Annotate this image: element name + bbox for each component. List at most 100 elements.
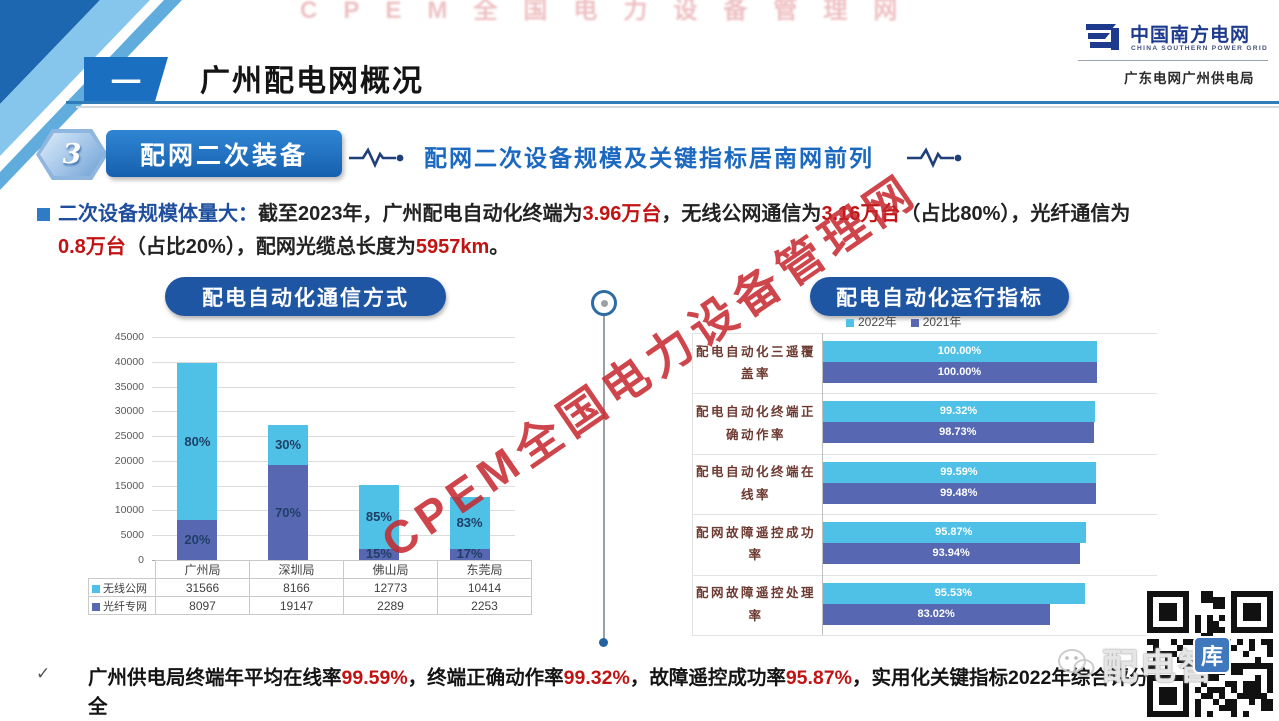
group-separator [692,333,1157,334]
summary-value: 99.59% [341,667,408,689]
intro-text: （占比80%），光纤通信为 [900,203,1131,225]
table-value-cell: 8097 [155,596,250,615]
y-axis-tick: 35000 [114,380,144,393]
h-bar-2021年 [822,482,1096,504]
h-bar-2021年 [822,603,1051,625]
h-bar-value: 98.73% [939,426,977,439]
bar-segment-fiber [449,548,490,560]
org-name: 广东电网广州供电局 [1124,71,1255,86]
summary-text: ，故障遥控成功率 [629,667,786,689]
page-title: 广州配电网概况 [200,65,424,98]
y-axis-tick: 10000 [114,504,144,517]
section-badge: 3 [40,133,104,176]
table-value-cell: 10414 [437,578,532,597]
section-headline: 配网二次设备规模及关键指标居南网前列 [424,145,874,171]
group-separator [692,574,1157,576]
table-header-cell: 东莞局 [437,560,532,579]
bar-segment-fiber [268,465,309,560]
brand-watermark: 配电智 [1056,638,1216,690]
section-number-box: 一 [84,57,168,103]
table-value-cell: 2253 [437,596,532,615]
divider-line [603,314,605,640]
y-axis-tick: 40000 [114,355,144,368]
pulse-icon [349,147,404,169]
pulse-icon [907,147,962,169]
brand-name-en: CHINA SOUTHERN POWER GRID [1131,45,1269,52]
grid-line [152,411,515,413]
table-value-cell: 2289 [343,596,438,615]
group-separator [692,453,1157,455]
grid-line [152,485,515,487]
intro-value: 3.16万台 [821,203,901,225]
intro-paragraph: 二次设备规模体量大：截至2023年，广州配电自动化终端为3.96万台，无线公网通… [58,198,1258,264]
h-bar-value: 95.53% [934,586,972,599]
h-bar-2022年 [822,582,1085,604]
summary-value: 99.32% [563,667,630,689]
category-label: 配网故障遥控处理率 [695,585,816,623]
bar-percent-label: 20% [184,531,211,547]
bullet-square [37,208,50,221]
qr-code [1147,591,1273,717]
table-header-cell: 广州局 [155,560,250,579]
category-label: 配电自动化终端正确动作率 [695,404,816,442]
h-bar-value: 100.00% [937,366,982,378]
intro-text: 。 [489,236,510,258]
h-bar-value: 99.48% [940,486,978,499]
table-value-cell: 19147 [249,596,344,615]
intro-text: （占比20%），配网光缆总长度为 [125,236,416,258]
grid-line [152,460,515,462]
table-value-cell: 31566 [155,578,250,597]
intro-value: 5957km [415,236,490,258]
right-chart-legend: 2022年 2021年 [846,313,961,330]
group-separator [692,393,1157,395]
intro-text: 截至2023年，广州配电自动化终端为 [258,203,583,225]
h-bar-2021年 [822,543,1081,565]
table-header-cell: 佛山局 [343,560,438,579]
grid-line [152,337,515,338]
group-separator [692,635,1157,636]
h-bar-2021年 [822,422,1094,444]
intro-lead: 二次设备规模体量大： [58,203,258,225]
summary-value: 95.87% [785,667,852,689]
table-value-cell: 8166 [249,578,344,597]
h-bar-value: 95.87% [935,526,973,539]
comm-chart-table: 广州局 深圳局 佛山局 东莞局 无线公网 31566 8166 12773 10414 光纤专网 8… [88,560,532,615]
summary-line: 广州供电局终端年平均在线率99.59%，终端正确动作率99.32%，故障遥控成功… [88,661,1208,719]
h-bar-value: 83.02% [917,607,955,620]
legend-item: 2021年 [910,313,961,330]
section-tab: 配网二次装备 [106,130,342,177]
bar-segment-wireless [358,485,399,549]
table-value-cell: 12773 [343,578,438,597]
bar-segment-wireless [449,497,490,549]
table-legend-cell: 光纤专网 [88,596,156,615]
header-rule [66,101,1279,104]
logo-divider [1078,60,1268,61]
section-badge-number: 3 [62,139,82,170]
h-bar-value: 99.59% [940,465,978,478]
summary-text: 广州供电局终端年平均在线率 [88,667,342,689]
table-header-cell: 深圳局 [249,560,344,579]
company-logo: 中国南方电网 CHINA SOUTHERN POWER GRID 广东电网广州供… [1078,14,1270,86]
category-label: 配电自动化三遥覆盖率 [695,343,816,382]
bar-percent-label: 80% [184,433,211,449]
grid-line [152,510,515,512]
y-axis-tick: 5000 [120,529,144,542]
category-label: 配网故障遥控成功率 [695,524,816,563]
header-rule-shadow [76,106,1279,108]
group-separator [692,514,1157,516]
left-chart-title: 配电自动化通信方式 [165,277,446,316]
summary-text: ，终端正确动作率 [407,667,564,689]
bar-percent-label: 17% [456,546,483,562]
bar-segment-fiber [177,519,218,560]
bar-percent-label: 70% [275,504,302,520]
h-bar-2022年 [822,461,1096,483]
grid-line [152,535,515,537]
y-axis-tick: 20000 [114,454,144,467]
bar-percent-label: 85% [365,509,392,524]
plot-left-edge [692,333,693,635]
bar-percent-label: 30% [275,436,302,452]
check-icon: ✓ [36,664,51,683]
y-axis-tick: 0 [138,554,144,566]
bar-segment-wireless [177,363,218,520]
